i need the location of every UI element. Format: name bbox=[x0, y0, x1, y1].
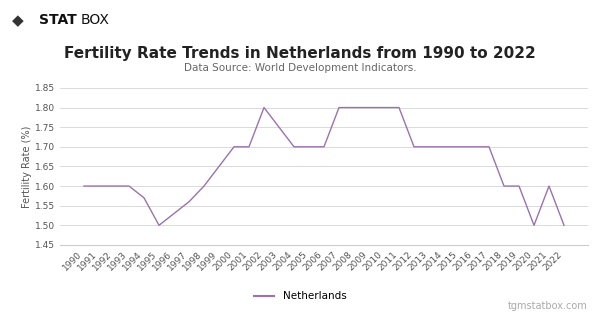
Text: ◆: ◆ bbox=[12, 13, 24, 28]
Text: Data Source: World Development Indicators.: Data Source: World Development Indicator… bbox=[184, 63, 416, 73]
Y-axis label: Fertility Rate (%): Fertility Rate (%) bbox=[22, 125, 32, 208]
Text: tgmstatbox.com: tgmstatbox.com bbox=[508, 301, 588, 311]
Text: Fertility Rate Trends in Netherlands from 1990 to 2022: Fertility Rate Trends in Netherlands fro… bbox=[64, 46, 536, 61]
Text: BOX: BOX bbox=[81, 14, 110, 27]
Text: STAT: STAT bbox=[39, 14, 77, 27]
Legend: Netherlands: Netherlands bbox=[250, 287, 350, 306]
